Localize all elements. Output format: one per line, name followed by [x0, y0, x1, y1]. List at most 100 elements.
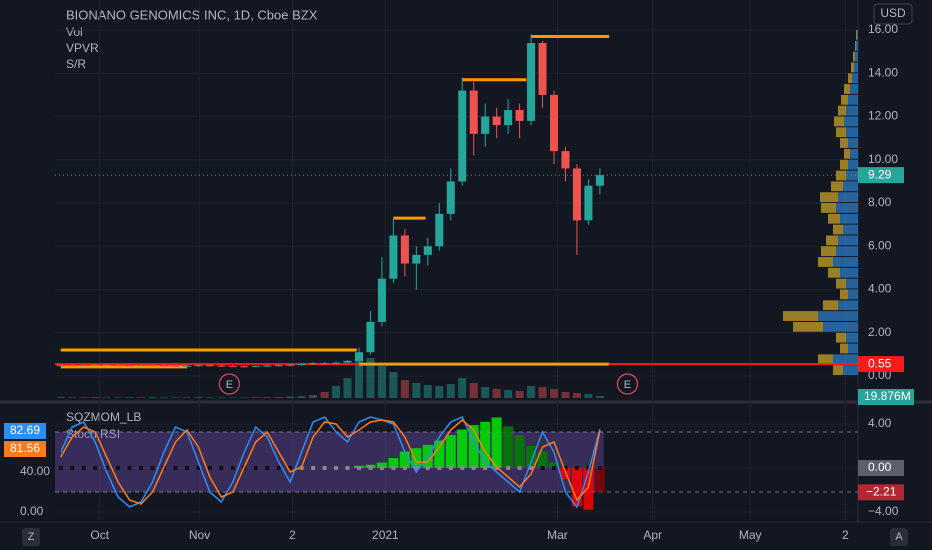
- price-badge: [858, 356, 904, 373]
- candle-body: [320, 363, 329, 365]
- candle-body: [159, 365, 168, 367]
- candle-body: [228, 366, 237, 368]
- volume-bar: [251, 397, 260, 398]
- volume-bar: [561, 392, 570, 398]
- zoom-icon[interactable]: Z: [28, 531, 35, 543]
- y-tick-label: 12.00: [868, 109, 898, 123]
- volume-bar: [125, 397, 134, 398]
- stoch-tick-label: 40.00: [20, 464, 50, 478]
- squeeze-dot: [552, 465, 557, 470]
- squeeze-dot: [265, 465, 270, 470]
- volume-bar: [286, 396, 295, 398]
- vpvr-down: [853, 51, 855, 62]
- squeeze-dot: [529, 465, 534, 470]
- squeeze-dot: [448, 465, 453, 470]
- squeeze-dot: [288, 465, 293, 470]
- squeeze-dot: [322, 465, 327, 470]
- squeeze-dot: [139, 465, 144, 470]
- vpvr-down: [836, 170, 846, 181]
- volume-bar: [274, 397, 283, 398]
- zoom-button[interactable]: [22, 528, 40, 546]
- squeeze-dot: [471, 465, 476, 470]
- momentum-bar: [514, 435, 525, 468]
- vpvr-up: [846, 278, 858, 289]
- vpvr-up: [838, 300, 858, 311]
- volume-bar: [481, 387, 490, 398]
- auto-icon[interactable]: A: [895, 531, 903, 543]
- volume-bar: [68, 397, 77, 398]
- candle-body: [309, 363, 318, 365]
- momentum-bar: [399, 451, 410, 468]
- k-badge-label: 82.69: [10, 423, 40, 437]
- candle-body: [354, 352, 364, 361]
- vpvr-up: [855, 51, 858, 62]
- volume-bar: [171, 397, 180, 398]
- chart-title: BIONANO GENOMICS INC, 1D, Cboe BZX: [66, 7, 318, 22]
- vpvr-up: [833, 354, 858, 365]
- squeeze-dot: [506, 465, 511, 470]
- candle-body: [114, 365, 123, 367]
- volume-bar: [377, 366, 386, 398]
- vpvr-down: [838, 105, 846, 116]
- candle-body: [217, 365, 226, 367]
- vpvr-down: [840, 138, 848, 148]
- vpvr-down: [821, 246, 836, 257]
- squeeze-dot: [276, 465, 281, 470]
- candle-body: [377, 278, 386, 322]
- candle-body: [389, 235, 398, 279]
- squeeze-dot: [299, 465, 304, 470]
- squeeze-dot: [483, 465, 488, 470]
- vpvr-up: [848, 138, 858, 148]
- vpvr-down: [831, 181, 843, 192]
- squeeze-dot: [58, 465, 63, 470]
- vpvr-up: [846, 127, 858, 138]
- vpvr-up: [850, 148, 858, 159]
- currency-label[interactable]: USD: [880, 6, 906, 20]
- volume-bar: [400, 380, 409, 398]
- volume-bar: [240, 397, 249, 398]
- vpvr-up: [846, 105, 858, 116]
- candle-body: [492, 116, 501, 126]
- earnings-label: E: [226, 379, 233, 391]
- vpvr-up: [846, 332, 858, 343]
- volume-bar: [492, 389, 501, 398]
- volume-bar: [515, 391, 524, 398]
- volume-bar: [79, 397, 88, 398]
- y-tick-label: 2.00: [868, 325, 892, 339]
- momentum-bar: [457, 429, 468, 468]
- squeeze-dot: [70, 465, 75, 470]
- vpvr-down: [844, 84, 850, 94]
- squeeze-dot: [368, 465, 373, 470]
- volume-bar: [263, 397, 272, 398]
- auto-button[interactable]: [890, 528, 908, 546]
- vpvr-down: [844, 148, 850, 159]
- squeeze-dot: [116, 465, 121, 470]
- squeeze-dot: [334, 465, 339, 470]
- candle-body: [68, 365, 77, 367]
- x-tick-label: 2: [842, 528, 849, 542]
- candle-body: [286, 364, 295, 366]
- stoch-k: [60, 416, 601, 509]
- candle-body: [137, 365, 146, 367]
- momentum-bar: [388, 458, 399, 468]
- volume-bar: [366, 358, 375, 398]
- vpvr-up: [843, 181, 858, 192]
- vpvr-up: [844, 116, 858, 127]
- candle-body: [595, 175, 604, 186]
- volume-bar: [194, 397, 203, 398]
- squeeze-dot: [586, 465, 591, 470]
- squeeze-dot: [173, 465, 178, 470]
- momentum-bar: [537, 451, 548, 468]
- candle-body: [481, 116, 490, 134]
- squeeze-dot: [517, 465, 522, 470]
- volume-bar: [114, 397, 123, 398]
- x-tick-label: Apr: [643, 528, 662, 542]
- vpvr-up: [818, 311, 858, 321]
- volume-bar: [228, 397, 237, 398]
- currency-button[interactable]: [873, 3, 913, 25]
- momentum-bar: [480, 421, 491, 468]
- momentum-bar: [491, 417, 502, 468]
- squeeze-dot: [81, 465, 86, 470]
- candle-body: [251, 366, 260, 368]
- squeeze-dot: [104, 465, 109, 470]
